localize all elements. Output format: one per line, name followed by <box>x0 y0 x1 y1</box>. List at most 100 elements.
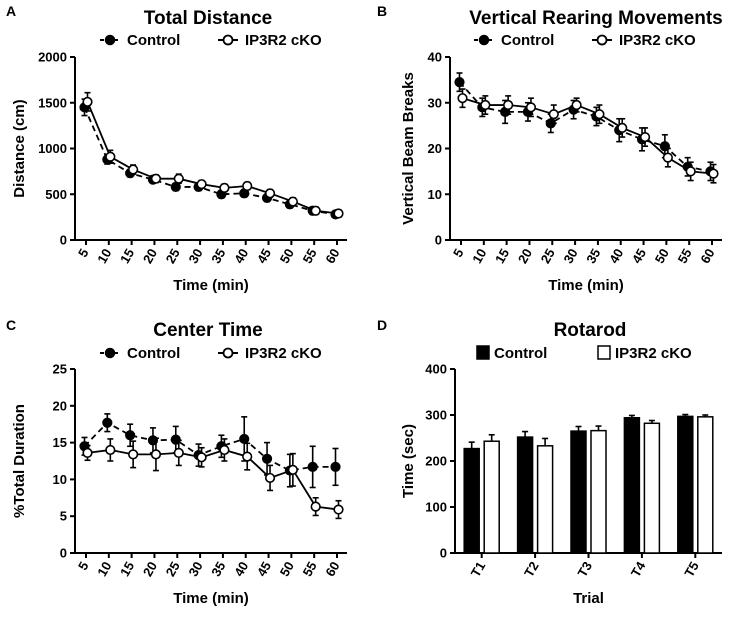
series-line-ko <box>462 97 714 175</box>
x-tick-label: T3 <box>575 559 596 580</box>
x-tick-label: 50 <box>277 559 297 579</box>
x-tick-label: 5 <box>450 246 467 260</box>
data-point-ko <box>685 166 696 177</box>
x-tick-label: 25 <box>538 246 558 266</box>
y-tick-label: 500 <box>45 187 67 202</box>
bar-ko <box>536 445 554 554</box>
y-axis-label: Time (sec) <box>400 424 417 498</box>
legend-ko-marker <box>222 347 234 359</box>
x-tick-label: 40 <box>606 246 626 266</box>
x-tick-label: 15 <box>492 246 512 266</box>
y-tick-label: 10 <box>428 187 442 202</box>
y-axis-label: Distance (cm) <box>11 99 28 197</box>
y-tick-label: 5 <box>60 509 67 524</box>
data-point-ko <box>173 447 184 459</box>
x-tick-label: 15 <box>117 246 137 266</box>
y-tick-label: 15 <box>53 435 67 450</box>
bar-control <box>516 436 534 554</box>
chart-title: Center Time <box>153 320 262 341</box>
panel-a: A Total Distance 0 500 1000 1500 2000 Distance … <box>6 3 347 294</box>
y-tick-label: 1000 <box>38 141 67 156</box>
y-tick-label: 0 <box>435 233 442 248</box>
x-tick-label: 45 <box>254 246 274 266</box>
x-tick-label: 55 <box>675 246 695 266</box>
panel-b: B Vertical Rearing Movements 0 10 20 30 40 Vert… <box>377 3 723 294</box>
x-tick-label: T5 <box>681 559 702 580</box>
legend-ko-label: IP3R2 cKO <box>615 345 692 362</box>
x-tick-label: 60 <box>322 559 342 579</box>
data-point-ko <box>662 152 673 163</box>
x-tick-label: 15 <box>117 559 137 579</box>
series-line-ko <box>86 101 339 215</box>
x-tick-label: 35 <box>208 246 228 266</box>
bar-control <box>570 430 587 554</box>
bar-control <box>677 415 694 554</box>
data-point-ko <box>708 168 719 179</box>
x-tick-label: T4 <box>628 558 649 579</box>
legend-ko-swatch <box>597 345 611 360</box>
legend-ko-label: IP3R2 cKO <box>619 32 696 49</box>
data-point-ko <box>548 109 559 120</box>
data-point-ko <box>310 205 321 216</box>
x-tick-label: 20 <box>515 246 535 266</box>
data-point-ko <box>82 96 93 107</box>
legend-control-swatch <box>476 345 490 360</box>
data-point-control <box>307 461 318 472</box>
legend-control-label: Control <box>127 345 180 362</box>
x-tick-label: 25 <box>163 246 183 266</box>
data-point-ko <box>242 180 253 192</box>
x-tick-label: 10 <box>94 246 114 266</box>
data-point-ko <box>128 449 139 460</box>
legend-control-label: Control <box>127 32 180 49</box>
y-tick-label: 200 <box>425 454 447 469</box>
chart-title: Vertical Rearing Movements <box>469 8 722 29</box>
bar-ko <box>590 429 607 554</box>
data-point-control <box>454 77 465 88</box>
data-point-ko <box>287 464 298 475</box>
series-line-ko <box>87 449 339 511</box>
y-tick-label: 10 <box>53 472 67 487</box>
x-tick-label: 5 <box>75 559 92 573</box>
x-axis-label: Trial <box>573 590 604 607</box>
y-axis-label: %Total Duration <box>11 404 28 518</box>
x-tick-label: 25 <box>163 559 183 579</box>
x-tick-label: 35 <box>583 246 603 266</box>
panel-d: D Rotarod 0 100 200 300 400 Time (sec) Trial Cont… <box>377 317 722 607</box>
data-point-ko <box>219 182 230 193</box>
bar-ko <box>643 422 661 554</box>
bar-control <box>623 417 641 554</box>
x-tick-label: 55 <box>300 559 320 579</box>
data-point-ko <box>503 99 514 111</box>
panel-letter: A <box>6 3 16 19</box>
data-point-ko <box>264 188 276 199</box>
data-point-control <box>239 433 250 445</box>
x-tick-label: 45 <box>629 246 649 266</box>
y-tick-label: 40 <box>428 50 442 65</box>
data-point-ko <box>128 164 139 175</box>
legend-control-label: Control <box>494 345 547 362</box>
bar-ko <box>483 440 500 554</box>
x-tick-label: 60 <box>322 246 342 266</box>
data-point-ko <box>196 179 207 190</box>
legend-ko-marker <box>222 34 234 46</box>
data-point-ko <box>105 151 116 162</box>
x-axis-label: Time (min) <box>548 277 624 294</box>
x-tick-label: 20 <box>140 559 160 579</box>
y-tick-label: 400 <box>425 362 447 377</box>
y-tick-label: 2000 <box>38 50 67 65</box>
x-tick-label: 45 <box>254 559 274 579</box>
x-axis-label: Time (min) <box>173 277 249 294</box>
x-tick-label: 40 <box>231 559 251 579</box>
panel-letter: D <box>377 317 387 333</box>
x-tick-label: T2 <box>521 559 542 580</box>
y-axis-label: Vertical Beam Breaks <box>400 72 417 225</box>
data-point-ko <box>571 99 582 111</box>
chart-title: Total Distance <box>144 8 272 29</box>
y-tick-label: 0 <box>60 546 67 561</box>
y-tick-label: 20 <box>428 141 442 156</box>
legend-control-label: Control <box>501 32 554 49</box>
x-tick-label: 50 <box>277 246 297 266</box>
x-tick-label: 40 <box>231 246 251 266</box>
panel-letter: C <box>6 317 16 333</box>
